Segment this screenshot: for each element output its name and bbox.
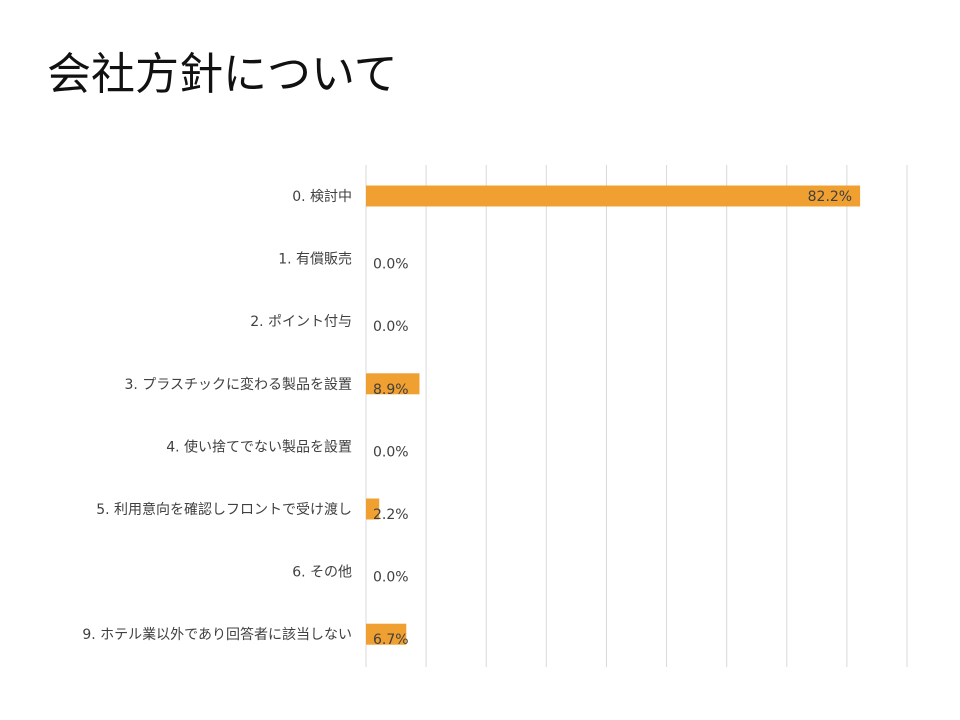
data-label: 6.7%	[373, 632, 409, 648]
bar	[366, 373, 420, 395]
data-label: 8.9%	[373, 382, 409, 398]
data-label: 2.2%	[373, 507, 409, 523]
category-label: 6. その他	[292, 565, 352, 581]
category-label: 1. 有償販売	[278, 252, 352, 268]
data-label: 0.0%	[373, 570, 409, 586]
category-label: 0. 検討中	[292, 189, 352, 205]
bar	[366, 185, 861, 207]
slide-title: 会社方針について	[47, 49, 398, 100]
data-label: 82.2%	[808, 189, 852, 205]
bar	[366, 498, 380, 520]
category-label: 2. ポイント付与	[250, 314, 352, 330]
data-label: 0.0%	[373, 257, 409, 273]
data-label: 0.0%	[373, 319, 409, 335]
category-label: 9. ホテル業以外であり回答者に該当しない	[82, 626, 352, 643]
category-label: 3. プラスチックに変わる製品を設置	[124, 376, 352, 393]
category-label: 4. 使い捨てでない製品を設置	[166, 438, 352, 455]
category-label: 5. 利用意向を確認しフロントで受け渡し	[96, 501, 352, 518]
data-label: 0.0%	[373, 444, 409, 460]
bar	[366, 623, 407, 645]
